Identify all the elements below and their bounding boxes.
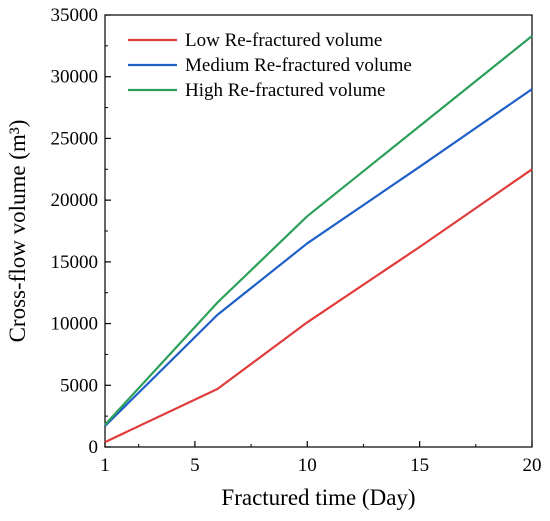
legend-label: High Re-fractured volume (185, 80, 385, 101)
series-line-1 (104, 168, 533, 444)
y-tick-label: 25000 (51, 128, 99, 149)
series-line-3 (104, 35, 533, 426)
y-tick-label: 35000 (51, 5, 99, 26)
y-tick-label: 5000 (60, 375, 98, 396)
y-tick-label: 20000 (51, 190, 99, 211)
legend-label: Medium Re-fractured volume (185, 55, 412, 76)
x-tick-label: 1 (100, 455, 110, 476)
y-tick-label: 30000 (51, 67, 99, 88)
x-tick-label: 10 (298, 455, 317, 476)
legend-label: Low Re-fractured volume (185, 30, 382, 51)
series-line-2 (104, 88, 533, 427)
y-tick-label: 10000 (51, 314, 99, 335)
x-axis-title: Fractured time (Day) (221, 485, 415, 510)
y-axis-title: Cross-flow volume (m³) (5, 120, 30, 343)
series-lines (104, 35, 533, 444)
x-tick-label: 5 (190, 455, 200, 476)
x-axis: 1 5 10 15 20 (100, 441, 542, 476)
y-axis: 0 5000 10000 15000 20000 25000 30000 35000 (51, 5, 111, 458)
y-tick-label: 15000 (51, 252, 99, 273)
x-tick-label: 20 (523, 455, 542, 476)
legend: Low Re-fractured volume Medium Re-fractur… (128, 30, 412, 101)
y-tick-label: 0 (89, 437, 99, 458)
x-tick-label: 15 (410, 455, 429, 476)
